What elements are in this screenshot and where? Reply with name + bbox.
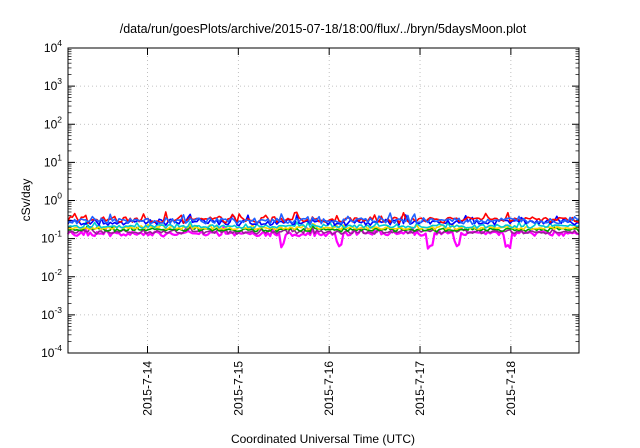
- series-group: [67, 211, 580, 250]
- x-ticks: 2015-7-14 2015-7-15 2015-7-16 2015-7-17 2015…: [140, 48, 518, 416]
- y-axis-label: cSv/day: [19, 179, 33, 222]
- y-tick-label: 10-1: [41, 229, 62, 246]
- y-tick-label: 102: [44, 114, 62, 131]
- x-tick-label: 2015-7-17: [413, 361, 427, 416]
- y-tick-label: 100: [44, 191, 62, 208]
- series-line-2: [67, 226, 580, 235]
- x-tick-label: 2015-7-18: [504, 361, 518, 416]
- x-tick-label: 2015-7-14: [140, 361, 154, 416]
- y-tick-label: 10-2: [41, 267, 62, 284]
- chart-title: /data/run/goesPlots/archive/2015-07-18/1…: [120, 22, 527, 36]
- y-tick-label: 104: [44, 38, 62, 55]
- series-line-5: [67, 220, 580, 230]
- y-tick-label: 101: [44, 152, 62, 169]
- grid: [68, 47, 579, 354]
- y-tick-label: 10-4: [41, 343, 62, 360]
- y-tick-label: 10-3: [41, 305, 62, 322]
- x-tick-label: 2015-7-16: [322, 361, 336, 416]
- x-tick-label: 2015-7-15: [231, 361, 245, 416]
- y-ticks: 10-4 10-3 10-2 10-1 100 101 102 103 104: [41, 38, 579, 360]
- x-axis-label: Coordinated Universal Time (UTC): [231, 432, 415, 446]
- series-line-8: [67, 212, 580, 226]
- y-tick-label: 103: [44, 76, 62, 93]
